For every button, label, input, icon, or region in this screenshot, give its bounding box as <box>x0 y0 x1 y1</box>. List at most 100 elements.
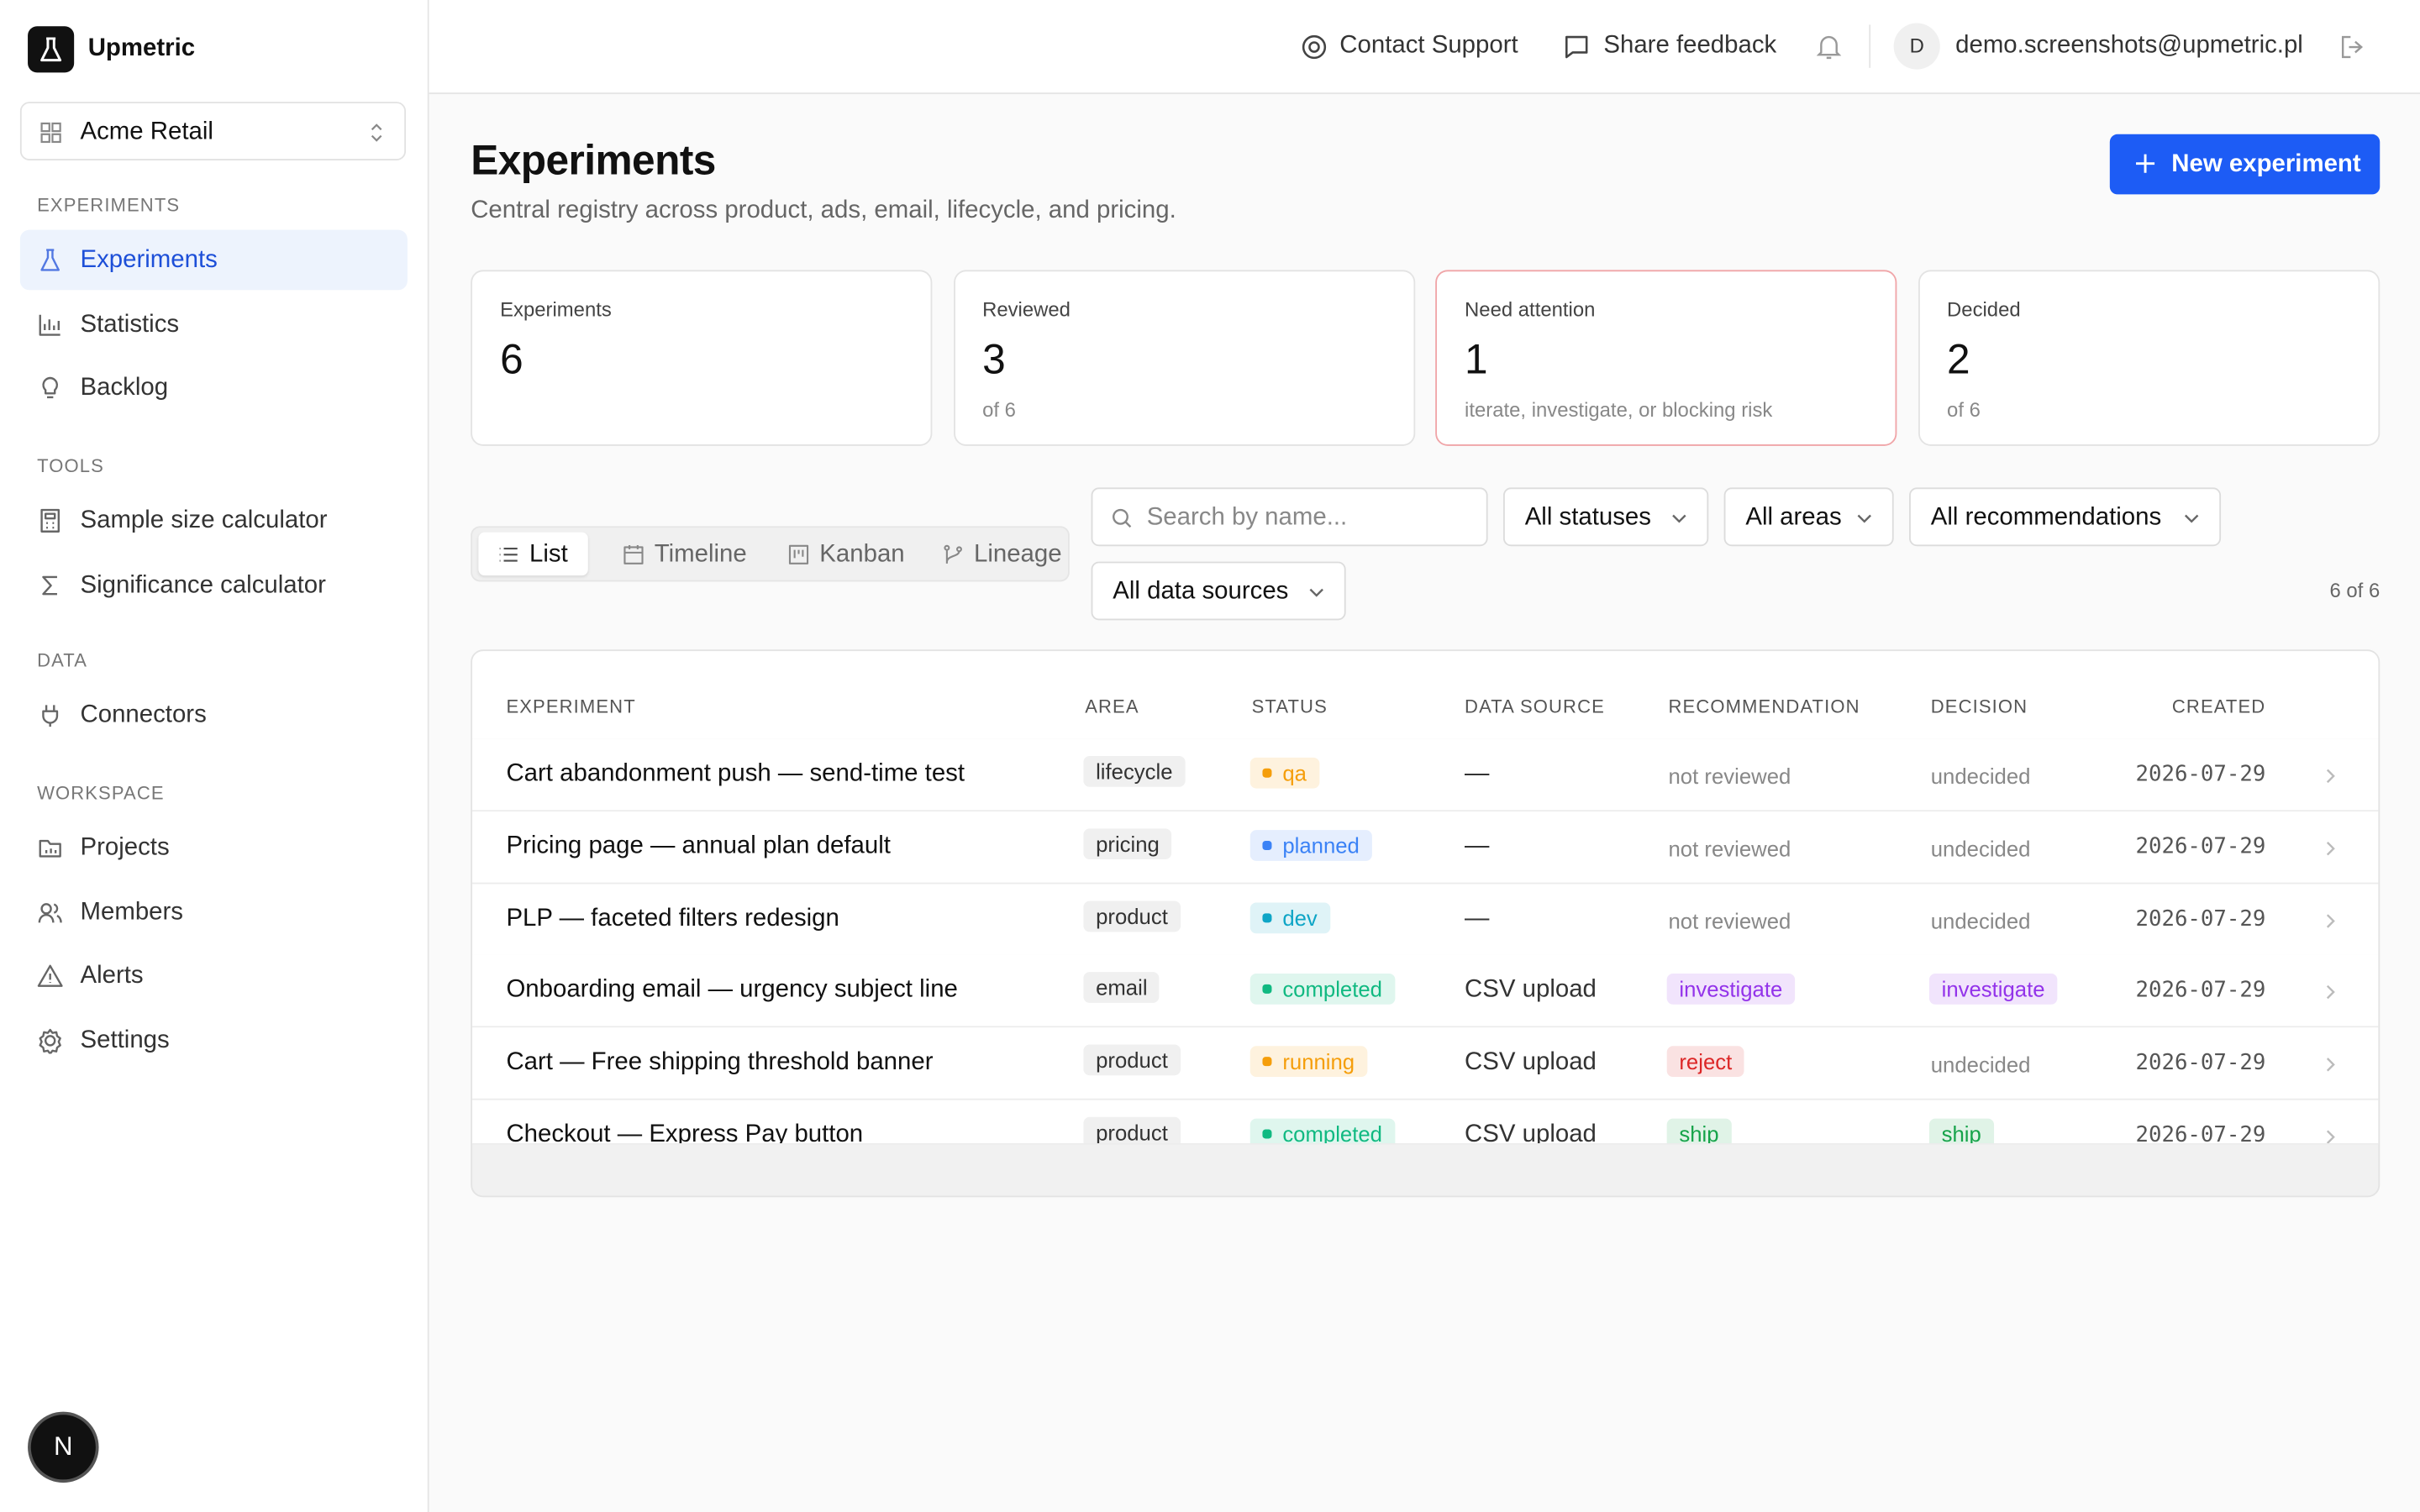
icon <box>2326 1058 2335 1072</box>
view-tab[interactable]: Kanban <box>769 533 908 575</box>
decision: undecided <box>1930 764 2031 789</box>
table-row[interactable]: PLP — faceted filters redesign product dev… <box>472 883 2379 957</box>
search-placeholder: Search by name... <box>1146 504 1348 531</box>
table-row[interactable]: Checkout — Express Pay button product comp… <box>472 1100 2379 1145</box>
badge-text: ship <box>1941 1121 1981 1145</box>
stat-card: Experiments 6 <box>471 270 933 446</box>
column-header: CREATED <box>2171 696 2266 718</box>
brand: Upmetric <box>87 35 196 62</box>
stat-card: Reviewed 3 of 6 <box>953 270 1415 446</box>
icon <box>623 544 644 564</box>
stat-sub: of 6 <box>1947 397 1981 422</box>
page-title: Experiments <box>471 137 716 184</box>
nav-item[interactable]: Projects <box>20 817 408 878</box>
icon <box>40 508 60 533</box>
divider <box>1869 24 1871 68</box>
experiment-name: Pricing page — annual plan default <box>506 832 891 859</box>
new-experiment-button[interactable]: New experiment <box>2109 134 2381 195</box>
icon <box>944 544 962 564</box>
nav-item[interactable]: Alerts <box>20 946 408 1006</box>
select-label: All statuses <box>1524 504 1651 531</box>
table-row[interactable]: Cart — Free shipping threshold banner pro… <box>472 1027 2379 1100</box>
status-badge: completed <box>1249 974 1395 1005</box>
nav-item[interactable]: Members <box>20 882 408 942</box>
section-label: TOOLS <box>37 454 104 477</box>
stat-card: Need attention 1 iterate, investigate, or … <box>1435 270 1897 446</box>
badge-text: planned <box>1282 832 1360 858</box>
nav-item[interactable]: Experiments <box>19 229 408 291</box>
nav-item[interactable]: Connectors <box>20 685 408 746</box>
view-tab[interactable]: Timeline <box>603 533 753 575</box>
data-source: CSV upload <box>1465 1049 1597 1076</box>
view-toggle: List Timeline Kanban Lineage <box>471 526 1070 582</box>
status-dot <box>1262 984 1272 995</box>
filter-select[interactable]: All recommendations <box>1909 487 2222 547</box>
column-header: DECISION <box>1930 696 2028 718</box>
status-dot <box>1262 1129 1272 1139</box>
badge-text: completed <box>1282 977 1382 1002</box>
logo <box>28 26 75 73</box>
experiment-name: Onboarding email — urgency subject line <box>506 977 958 1004</box>
view-tab[interactable]: Lineage <box>923 533 1065 575</box>
status-badge: dev <box>1249 901 1330 933</box>
experiment-name: PLP — faceted filters redesign <box>506 905 839 932</box>
icon <box>2326 841 2335 856</box>
status-badge: completed <box>1249 1118 1395 1145</box>
search-input[interactable]: Search by name... <box>1091 487 1488 547</box>
stat-sub: of 6 <box>982 397 1016 422</box>
badge-text: running <box>1282 1049 1355 1074</box>
stat-card: Decided 2 of 6 <box>1918 270 2380 446</box>
nav-label: Alerts <box>80 963 144 990</box>
decision-badge: ship <box>1928 1118 1994 1145</box>
nav-item[interactable]: Settings <box>20 1010 408 1070</box>
data-source: CSV upload <box>1465 1121 1597 1145</box>
recommendation-badge: reject <box>1666 1046 1744 1078</box>
experiment-name: Checkout — Express Pay button <box>506 1121 864 1145</box>
stat-label: Need attention <box>1465 297 1596 322</box>
area-chip: lifecycle <box>1083 756 1186 787</box>
filter-select[interactable]: All data sources <box>1091 561 1346 621</box>
nav-item[interactable]: Statistics <box>20 294 408 354</box>
page-subtitle: Central registry across product, ads, em… <box>471 197 1176 224</box>
badge-text: completed <box>1282 1121 1382 1145</box>
stat-value: 6 <box>500 336 523 383</box>
icon <box>2326 769 2335 784</box>
recommendation-badge: ship <box>1666 1118 1732 1145</box>
experiments-table: EXPERIMENT AREA STATUS DATA SOURCE RECOMMEND… <box>471 649 2381 1198</box>
view-tab[interactable]: List <box>478 532 588 576</box>
avatar[interactable]: D <box>1893 23 1940 70</box>
icon <box>2326 1130 2335 1144</box>
icon <box>40 249 60 271</box>
workspace-select[interactable]: Acme Retail <box>19 102 407 161</box>
icon <box>2184 514 2199 523</box>
filter-select[interactable]: All statuses <box>1502 487 1709 547</box>
table-row[interactable]: Cart abandonment push — send-time test li… <box>472 738 2379 812</box>
contact-support[interactable]: Contact Support <box>1339 32 1518 59</box>
filter-select[interactable]: All areas <box>1723 487 1894 547</box>
dev-badge[interactable]: N <box>30 1415 96 1480</box>
column-header: STATUS <box>1251 696 1328 718</box>
nav-item[interactable]: Significance calculator <box>20 554 408 615</box>
table-row[interactable]: Onboarding email — urgency subject line e… <box>472 955 2379 1028</box>
view-label: Timeline <box>654 541 747 568</box>
status-dot <box>1262 1057 1272 1067</box>
share-feedback[interactable]: Share feedback <box>1603 32 1777 59</box>
nav-item[interactable]: Sample size calculator <box>20 491 408 551</box>
badge-text: ship <box>1679 1121 1719 1145</box>
view-label: List <box>529 541 568 568</box>
icon <box>1113 508 1132 528</box>
icon <box>37 964 63 987</box>
status-dot <box>1262 840 1272 850</box>
nav-item[interactable]: Backlog <box>20 358 408 418</box>
badge-text: dev <box>1282 905 1318 930</box>
icon <box>499 547 518 562</box>
icon <box>1309 588 1323 597</box>
stat-value: 2 <box>1947 336 1970 383</box>
created-date: 2026-07-29 <box>2135 1051 2266 1076</box>
select-label: All recommendations <box>1930 504 2162 531</box>
stat-label: Decided <box>1947 297 2021 322</box>
stat-value: 1 <box>1465 336 1488 383</box>
icon <box>42 575 57 595</box>
table-row[interactable]: Pricing page — annual plan default pricin… <box>472 811 2379 885</box>
